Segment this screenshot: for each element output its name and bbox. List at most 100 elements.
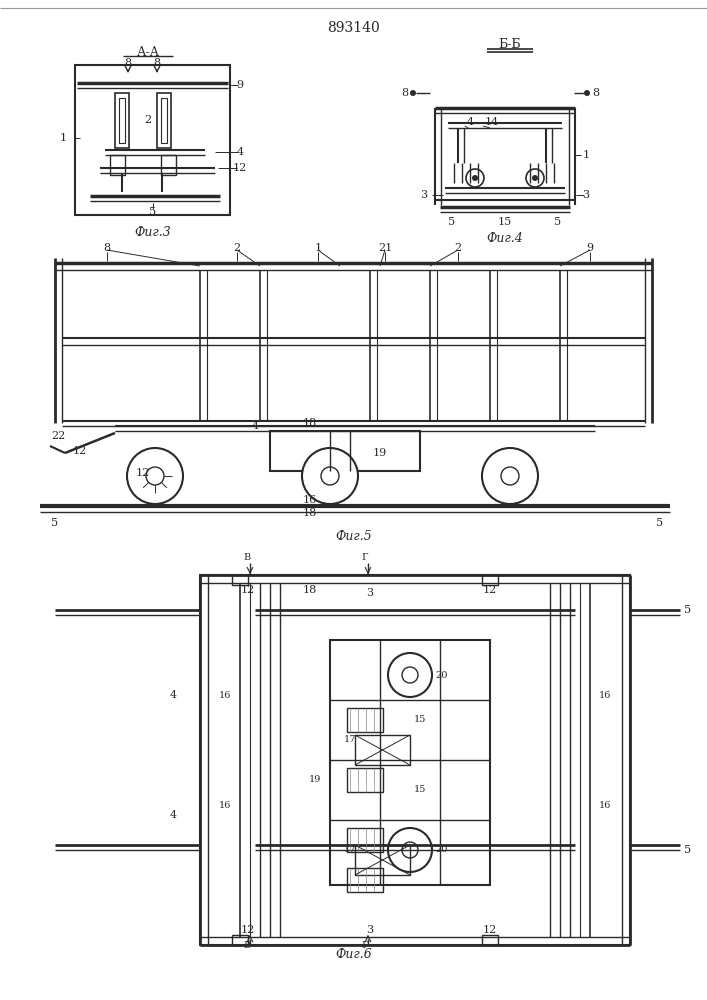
- Circle shape: [584, 90, 590, 96]
- Circle shape: [532, 175, 538, 181]
- Text: 15: 15: [498, 217, 512, 227]
- Text: 2: 2: [144, 115, 151, 125]
- Text: 18: 18: [303, 418, 317, 428]
- Text: 21: 21: [378, 243, 392, 253]
- Circle shape: [146, 467, 164, 485]
- Text: 4: 4: [170, 810, 177, 820]
- Text: 16: 16: [599, 690, 611, 700]
- Text: 16: 16: [599, 800, 611, 810]
- Bar: [110, 155, 125, 175]
- Circle shape: [501, 467, 519, 485]
- Text: 893140: 893140: [327, 21, 380, 35]
- Bar: [482, 935, 498, 945]
- Bar: [355, 845, 410, 875]
- Bar: [270, 431, 420, 471]
- Bar: [200, 575, 630, 945]
- Bar: [115, 93, 129, 148]
- Text: 5: 5: [684, 605, 691, 615]
- Text: 22: 22: [51, 431, 65, 441]
- Bar: [330, 640, 490, 885]
- Text: 8: 8: [124, 58, 132, 68]
- Bar: [75, 65, 230, 215]
- Text: 8: 8: [103, 243, 110, 253]
- Text: 15: 15: [414, 786, 426, 794]
- Bar: [347, 768, 383, 792]
- Text: 18: 18: [303, 508, 317, 518]
- Bar: [119, 98, 125, 143]
- Text: 2: 2: [455, 243, 462, 253]
- Bar: [347, 868, 383, 892]
- Text: 4: 4: [170, 690, 177, 700]
- Circle shape: [402, 667, 418, 683]
- Circle shape: [388, 828, 432, 872]
- Text: 5: 5: [684, 845, 691, 855]
- Text: 8: 8: [401, 88, 408, 98]
- Bar: [232, 575, 248, 585]
- Circle shape: [321, 467, 339, 485]
- Bar: [347, 708, 383, 732]
- Bar: [161, 98, 167, 143]
- Text: 9: 9: [586, 243, 594, 253]
- Text: 8: 8: [592, 88, 599, 98]
- Bar: [355, 735, 410, 765]
- Bar: [232, 935, 248, 945]
- Text: 19: 19: [309, 776, 321, 784]
- Circle shape: [302, 448, 358, 504]
- Circle shape: [472, 175, 478, 181]
- Text: Фиг.5: Фиг.5: [336, 530, 373, 542]
- Text: 12: 12: [483, 585, 497, 595]
- Circle shape: [526, 169, 544, 187]
- Text: Фиг.6: Фиг.6: [336, 948, 373, 962]
- Text: 12: 12: [483, 925, 497, 935]
- Text: 19: 19: [373, 448, 387, 458]
- Text: 2: 2: [233, 243, 240, 253]
- Text: 12: 12: [136, 468, 150, 478]
- Text: 9: 9: [236, 80, 244, 90]
- Bar: [482, 575, 498, 585]
- Text: 12: 12: [233, 163, 247, 173]
- Text: Б-Б: Б-Б: [498, 38, 521, 51]
- Text: 16: 16: [218, 690, 231, 700]
- Text: В: В: [243, 552, 250, 562]
- Text: А-А: А-А: [136, 45, 160, 58]
- Text: 4: 4: [467, 117, 474, 127]
- Text: 17: 17: [344, 736, 356, 744]
- Circle shape: [402, 842, 418, 858]
- Text: 5: 5: [52, 518, 59, 528]
- Text: 12: 12: [241, 585, 255, 595]
- Text: 20: 20: [436, 670, 448, 680]
- Text: В: В: [243, 940, 250, 950]
- Bar: [161, 155, 176, 175]
- Text: 1: 1: [583, 150, 590, 160]
- Text: 1: 1: [59, 133, 66, 143]
- Circle shape: [482, 448, 538, 504]
- Circle shape: [388, 653, 432, 697]
- Text: 5: 5: [554, 217, 561, 227]
- Text: 4: 4: [236, 147, 244, 157]
- Text: 5: 5: [448, 217, 455, 227]
- Text: 3: 3: [366, 588, 373, 598]
- Text: Фиг.3: Фиг.3: [134, 226, 171, 238]
- Text: 18: 18: [303, 585, 317, 595]
- Text: 17: 17: [344, 846, 356, 854]
- Text: 3: 3: [421, 190, 428, 200]
- Text: Г: Г: [362, 940, 368, 950]
- Text: 5: 5: [149, 207, 156, 217]
- Text: 3: 3: [583, 190, 590, 200]
- Bar: [157, 93, 171, 148]
- Text: 4: 4: [252, 421, 259, 431]
- Text: 16: 16: [303, 495, 317, 505]
- Text: 16: 16: [218, 800, 231, 810]
- Text: 15: 15: [414, 716, 426, 724]
- Text: 12: 12: [73, 446, 87, 456]
- Text: 3: 3: [366, 925, 373, 935]
- Text: Г: Г: [362, 552, 368, 562]
- Text: 8: 8: [153, 58, 160, 68]
- Text: 14: 14: [485, 117, 499, 127]
- Text: 1: 1: [315, 243, 322, 253]
- Circle shape: [410, 90, 416, 96]
- Circle shape: [127, 448, 183, 504]
- Text: Фиг.4: Фиг.4: [486, 232, 523, 244]
- Text: 12: 12: [241, 925, 255, 935]
- Circle shape: [466, 169, 484, 187]
